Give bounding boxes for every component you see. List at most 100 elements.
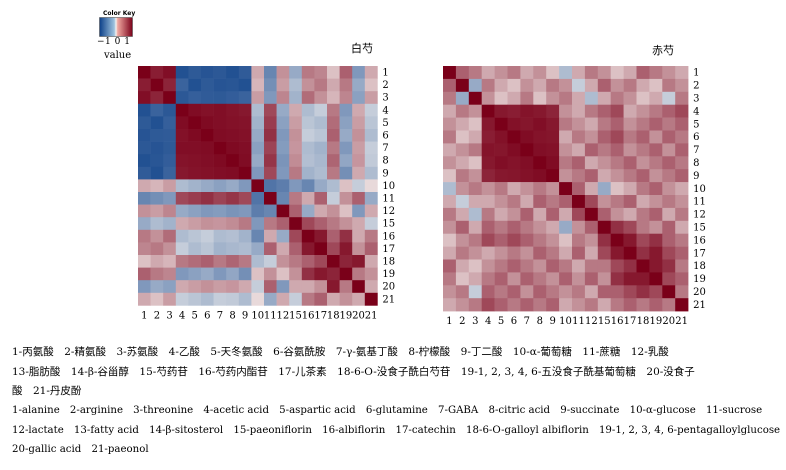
heatmap-cell — [507, 298, 521, 312]
heatmap-cell — [238, 267, 252, 281]
heatmap-cell — [623, 169, 637, 183]
heatmap-cell — [546, 220, 560, 234]
heatmap-cell — [276, 242, 290, 256]
heatmap-cell — [584, 272, 599, 286]
heatmap-cell — [649, 169, 663, 183]
heatmap-cell — [301, 255, 315, 268]
heatmap-cell — [533, 272, 547, 286]
heatmap-cell — [520, 285, 534, 299]
heatmap-cell — [364, 255, 378, 268]
heatmap-cell — [662, 195, 676, 209]
heatmap-cell — [276, 229, 290, 243]
heatmap-cell — [455, 233, 470, 247]
heatmap-cell — [481, 143, 495, 157]
heatmap-cell — [188, 229, 202, 243]
heatmap-cell — [138, 292, 151, 306]
heatmap-cell — [584, 285, 599, 299]
heatmap-cell — [468, 298, 482, 312]
heatmap-cell — [481, 104, 495, 118]
heatmap-cell — [175, 103, 189, 117]
heatmap-cell — [251, 242, 265, 256]
heatmap-cell — [314, 192, 328, 205]
heatmap-cell — [546, 285, 560, 299]
heatmap-cell — [238, 280, 252, 294]
row-label: 3 — [693, 93, 699, 104]
heatmap-cell — [163, 255, 177, 268]
heatmap-cell — [649, 91, 663, 105]
heatmap-cell — [264, 267, 277, 281]
heatmap-cell — [468, 233, 482, 247]
heatmap-cell — [623, 117, 637, 131]
heatmap-cell — [327, 179, 340, 193]
heatmap-cell — [675, 117, 689, 131]
heatmap-cell — [649, 259, 663, 273]
legend-cn-line-3: 酸 21-丹皮酚 — [12, 385, 82, 397]
heatmap-cell — [559, 104, 573, 118]
heatmap-cell — [339, 78, 353, 92]
heatmap-cell — [188, 129, 202, 142]
heatmap-cell — [352, 280, 366, 294]
heatmap-cell — [276, 179, 290, 193]
heatmap-cell — [610, 143, 624, 157]
heatmap-cell — [507, 182, 521, 196]
heatmap-cell — [314, 255, 328, 268]
heatmap-cell — [238, 129, 252, 142]
heatmap-cell — [533, 195, 547, 209]
heatmap-cell — [623, 91, 637, 105]
heatmap-cell — [364, 116, 378, 130]
heatmap-cell — [276, 267, 290, 281]
row-label: 20 — [693, 287, 706, 298]
heatmap-cell — [546, 130, 560, 144]
heatmap-cell — [364, 78, 378, 92]
col-label: 6 — [511, 316, 517, 327]
heatmap-cell — [276, 78, 290, 92]
heatmap-cell — [520, 233, 534, 247]
heatmap-cell — [251, 116, 265, 130]
heatmap-cell — [138, 217, 151, 231]
heatmap-cell — [289, 91, 303, 105]
col-label: 2 — [154, 310, 160, 321]
heatmap-cell — [314, 141, 328, 155]
heatmap-cell — [314, 229, 328, 243]
heatmap-cell — [301, 141, 315, 155]
heatmap-cell — [662, 298, 676, 312]
heatmap-cell — [339, 255, 353, 268]
heatmap-cell — [163, 179, 177, 193]
heatmap-cell — [610, 169, 624, 183]
row-label: 8 — [382, 156, 388, 167]
heatmap-cell — [327, 255, 340, 268]
heatmap-cell — [623, 207, 637, 222]
heatmap-cell — [443, 207, 457, 222]
heatmap-cell — [289, 292, 303, 306]
heatmap-cell — [226, 129, 240, 142]
heatmap-cell — [494, 182, 508, 196]
heatmap-cell — [138, 255, 151, 268]
heatmap-cell — [188, 103, 202, 117]
heatmap-cell — [238, 192, 252, 205]
heatmap-cell — [138, 229, 151, 243]
heatmap-cell — [301, 280, 315, 294]
heatmap-cell — [289, 204, 303, 218]
col-label: 11 — [572, 316, 585, 327]
heatmap-cell — [610, 220, 624, 234]
heatmap-cell — [610, 104, 624, 118]
heatmap-cell — [150, 91, 164, 105]
heatmap-cell — [163, 78, 177, 92]
heatmap-cell — [649, 143, 663, 157]
heatmap-cell — [455, 298, 470, 312]
heatmap-cell — [314, 91, 328, 105]
heatmap-cell — [327, 292, 340, 306]
heatmap-cell — [468, 66, 482, 80]
heatmap-cell — [213, 116, 227, 130]
row-label: 9 — [693, 171, 699, 182]
heatmap-cell — [443, 285, 457, 299]
heatmap-cell — [443, 246, 457, 260]
heatmap-cell — [276, 204, 290, 218]
heatmap-cell — [163, 280, 177, 294]
row-label: 12 — [382, 206, 395, 217]
heatmap-cell — [150, 229, 164, 243]
heatmap-cell — [649, 246, 663, 260]
heatmap-cell — [150, 280, 164, 294]
heatmap-cell — [597, 220, 611, 234]
row-label: 10 — [693, 184, 706, 195]
